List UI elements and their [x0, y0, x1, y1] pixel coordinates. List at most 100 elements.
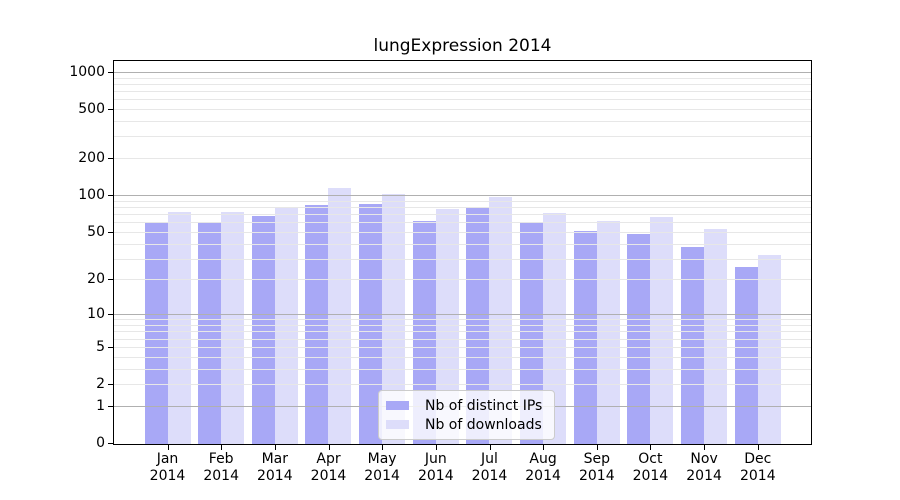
gridline-major-1000 [114, 71, 811, 73]
x-tick-mark-sep [596, 445, 598, 450]
x-tick-label-aug: Aug 2014 [525, 451, 561, 484]
gridline-minor-70 [114, 214, 811, 215]
legend-label-downloads: Nb of downloads [425, 416, 542, 433]
bar-downloads-jun [435, 208, 459, 444]
gridline-minor-500 [114, 109, 811, 110]
x-tick-mark-nov [704, 445, 706, 450]
x-tick-mark-apr [328, 445, 330, 450]
x-tick-mark-mar [274, 445, 276, 450]
y-tick-label-1: 1 [96, 397, 105, 414]
gridline-minor-30 [114, 258, 811, 260]
gridline-minor-8 [114, 325, 811, 326]
gridline-minor-800 [114, 83, 811, 85]
bar-downloads-jan [167, 212, 191, 444]
bar-distinct-ips-sep [573, 230, 597, 444]
bar-downloads-may [382, 193, 406, 444]
gridline-minor-50 [114, 231, 811, 233]
gridline-minor-60 [114, 222, 811, 224]
x-tick-label-feb: Feb 2014 [203, 451, 239, 484]
x-tick-mark-dec [757, 445, 759, 450]
x-tick-label-may: May 2014 [364, 451, 400, 484]
gridline-minor-2 [114, 384, 811, 385]
y-tick-mark-2 [108, 384, 113, 385]
gridline-minor-3 [114, 368, 811, 370]
y-tick-mark-10 [108, 314, 113, 316]
y-tick-label-100: 100 [78, 187, 105, 204]
gridline-minor-7 [114, 331, 811, 333]
y-tick-mark-5 [108, 346, 113, 348]
bar-distinct-ips-feb [198, 223, 222, 444]
gridline-minor-4 [114, 356, 811, 358]
y-tick-mark-100 [108, 195, 113, 197]
x-tick-label-apr: Apr 2014 [310, 451, 347, 484]
x-tick-label-mar: Mar 2014 [256, 451, 293, 484]
bar-distinct-ips-nov [681, 247, 705, 444]
x-tick-label-sep: Sep 2014 [578, 451, 615, 484]
gridline-minor-400 [114, 121, 811, 122]
chart-title: lungExpression 2014 [373, 36, 552, 56]
gridline-minor-90 [114, 200, 811, 202]
plot-area [113, 60, 812, 445]
legend: Nb of distinct IPs Nb of downloads [378, 390, 556, 440]
bar-distinct-ips-aug [520, 223, 544, 444]
gridline-minor-5 [114, 346, 811, 348]
gridline-minor-6 [114, 338, 811, 340]
bar-distinct-ips-jun [412, 221, 436, 444]
gridline-major-10 [114, 314, 811, 316]
gridline-minor-600 [114, 99, 811, 101]
gridline-minor-300 [114, 136, 811, 138]
y-tick-mark-0 [108, 443, 113, 444]
gridline-minor-80 [114, 206, 811, 208]
bar-downloads-oct [650, 217, 674, 444]
x-tick-label-dec: Dec 2014 [739, 451, 776, 484]
y-tick-label-5: 5 [96, 338, 105, 355]
x-tick-mark-jun [435, 445, 437, 450]
x-tick-mark-may [382, 445, 384, 450]
y-tick-label-10: 10 [87, 306, 105, 323]
gridline-minor-40 [114, 243, 811, 245]
y-tick-mark-1 [108, 405, 113, 407]
gridline-minor-20 [114, 279, 811, 281]
legend-swatch-distinct-ips [386, 401, 409, 410]
y-tick-mark-200 [108, 158, 113, 160]
legend-row-distinct-ips: Nb of distinct IPs [386, 396, 542, 415]
legend-swatch-downloads [386, 420, 409, 429]
legend-label-distinct-ips: Nb of distinct IPs [425, 397, 543, 414]
bar-downloads-feb [221, 212, 245, 444]
bar-downloads-aug [543, 212, 567, 444]
x-tick-mark-aug [543, 445, 545, 450]
y-tick-label-200: 200 [78, 150, 105, 167]
gridline-minor-700 [114, 91, 811, 92]
x-tick-label-jan: Jan 2014 [149, 451, 186, 484]
y-tick-label-0: 0 [96, 435, 105, 451]
bar-downloads-apr [328, 188, 352, 444]
y-tick-mark-500 [108, 109, 113, 110]
x-tick-label-jul: Jul 2014 [471, 451, 508, 484]
bar-downloads-sep [596, 221, 620, 444]
gridline-minor-900 [114, 77, 811, 79]
legend-row-downloads: Nb of downloads [386, 415, 542, 434]
y-tick-label-2: 2 [96, 376, 105, 392]
gridline-major-100 [114, 195, 811, 197]
y-tick-label-50: 50 [87, 223, 105, 240]
bar-downloads-dec [757, 254, 781, 444]
x-tick-mark-oct [650, 445, 652, 450]
bar-distinct-ips-dec [734, 266, 758, 444]
y-tick-label-1000: 1000 [69, 63, 105, 80]
x-tick-mark-jul [489, 445, 491, 450]
y-tick-mark-20 [108, 279, 113, 281]
bar-distinct-ips-mar [251, 215, 275, 444]
gridline-minor-200 [114, 158, 811, 160]
x-tick-label-nov: Nov 2014 [686, 451, 722, 484]
y-tick-label-20: 20 [87, 271, 105, 288]
x-tick-mark-jan [167, 445, 169, 450]
gridline-minor-9 [114, 319, 811, 321]
y-tick-label-500: 500 [78, 101, 105, 117]
bar-downloads-nov [704, 228, 728, 444]
x-tick-label-jun: Jun 2014 [417, 451, 454, 484]
y-tick-mark-50 [108, 231, 113, 233]
y-tick-mark-1000 [108, 71, 113, 73]
x-tick-label-oct: Oct 2014 [632, 451, 669, 484]
bar-distinct-ips-jan [144, 222, 168, 444]
